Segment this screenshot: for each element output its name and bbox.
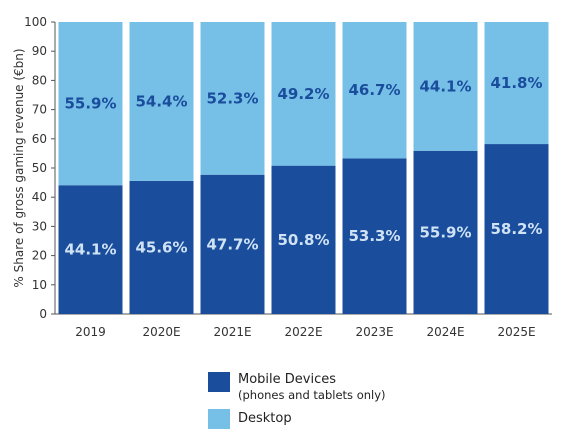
legend-item-desktop: Desktop xyxy=(208,409,386,429)
y-tick-label: 40 xyxy=(32,190,47,204)
y-tick-label: 50 xyxy=(32,161,47,175)
bar-desktop-2019 xyxy=(58,22,123,186)
bar-desktop-2020E xyxy=(129,22,194,181)
y-axis-label: % Share of gross gaming revenue (€bn) xyxy=(12,48,26,287)
legend: Mobile Devices (phones and tablets only)… xyxy=(208,372,386,435)
bar-desktop-2021E xyxy=(200,22,265,175)
bar-desktop-2024E xyxy=(413,22,478,151)
y-tick-label: 20 xyxy=(32,249,47,263)
data-label-desktop-2025E: 41.8% xyxy=(490,74,542,92)
legend-swatch-desktop xyxy=(208,409,230,429)
y-tick-label: 90 xyxy=(32,44,47,58)
data-label-desktop-2019: 55.9% xyxy=(64,95,116,113)
bar-desktop-2022E xyxy=(271,22,336,166)
bar-desktop-2025E xyxy=(484,22,549,145)
bar-desktop-2023E xyxy=(342,22,407,159)
bar-mobile-2023E xyxy=(342,158,407,314)
legend-note-mobile: (phones and tablets only) xyxy=(238,388,386,402)
data-label-desktop-2022E: 49.2% xyxy=(277,85,329,103)
bar-mobile-2021E xyxy=(200,174,265,314)
bar-mobile-2019 xyxy=(58,185,123,314)
y-tick-label: 30 xyxy=(32,219,47,233)
data-label-mobile-2020E: 45.6% xyxy=(135,238,187,256)
bar-mobile-2024E xyxy=(413,150,478,314)
data-labels: 44.1% 55.9% 45.6% 54.4% 47.7% 52.3% 50.8% 49.2%… xyxy=(64,74,542,259)
data-label-desktop-2020E: 54.4% xyxy=(135,92,187,110)
bar-mobile-2022E xyxy=(271,165,336,314)
y-tick-label: 0 xyxy=(39,307,47,321)
legend-label-desktop: Desktop xyxy=(238,411,292,426)
y-tick-label: 60 xyxy=(32,132,47,146)
data-label-mobile-2022E: 50.8% xyxy=(277,231,329,249)
x-tick-label: 2023E xyxy=(355,325,393,339)
x-tick-label: 2024E xyxy=(426,325,464,339)
legend-item-mobile: Mobile Devices (phones and tablets only) xyxy=(208,372,386,403)
legend-label-mobile: Mobile Devices xyxy=(238,372,337,387)
data-label-mobile-2021E: 47.7% xyxy=(206,235,258,253)
x-tick-label: 2019 xyxy=(75,325,106,339)
data-label-desktop-2024E: 44.1% xyxy=(419,77,471,95)
data-label-mobile-2019: 44.1% xyxy=(64,241,116,259)
x-tick-label: 2020E xyxy=(142,325,180,339)
y-tick-label: 10 xyxy=(32,278,47,292)
data-label-mobile-2025E: 58.2% xyxy=(490,220,542,238)
bar-mobile-2025E xyxy=(484,144,549,314)
x-tick-label: 2021E xyxy=(213,325,251,339)
y-tick-label: 70 xyxy=(32,103,47,117)
data-label-mobile-2024E: 55.9% xyxy=(419,223,471,241)
bar-mobile-2020E xyxy=(129,180,194,314)
data-label-mobile-2023E: 53.3% xyxy=(348,227,400,245)
x-tick-label: 2022E xyxy=(284,325,322,339)
legend-swatch-mobile xyxy=(208,372,230,392)
y-ticks: 0 10 20 30 40 50 60 70 80 90 100 xyxy=(24,15,55,321)
x-ticks: 2019 2020E 2021E 2022E 2023E 2024E 2025E xyxy=(75,325,535,339)
y-tick-label: 100 xyxy=(24,15,47,29)
x-tick-label: 2025E xyxy=(497,325,535,339)
y-tick-label: 80 xyxy=(32,73,47,87)
data-label-desktop-2021E: 52.3% xyxy=(206,89,258,107)
data-label-desktop-2023E: 46.7% xyxy=(348,81,400,99)
bars xyxy=(58,22,549,314)
